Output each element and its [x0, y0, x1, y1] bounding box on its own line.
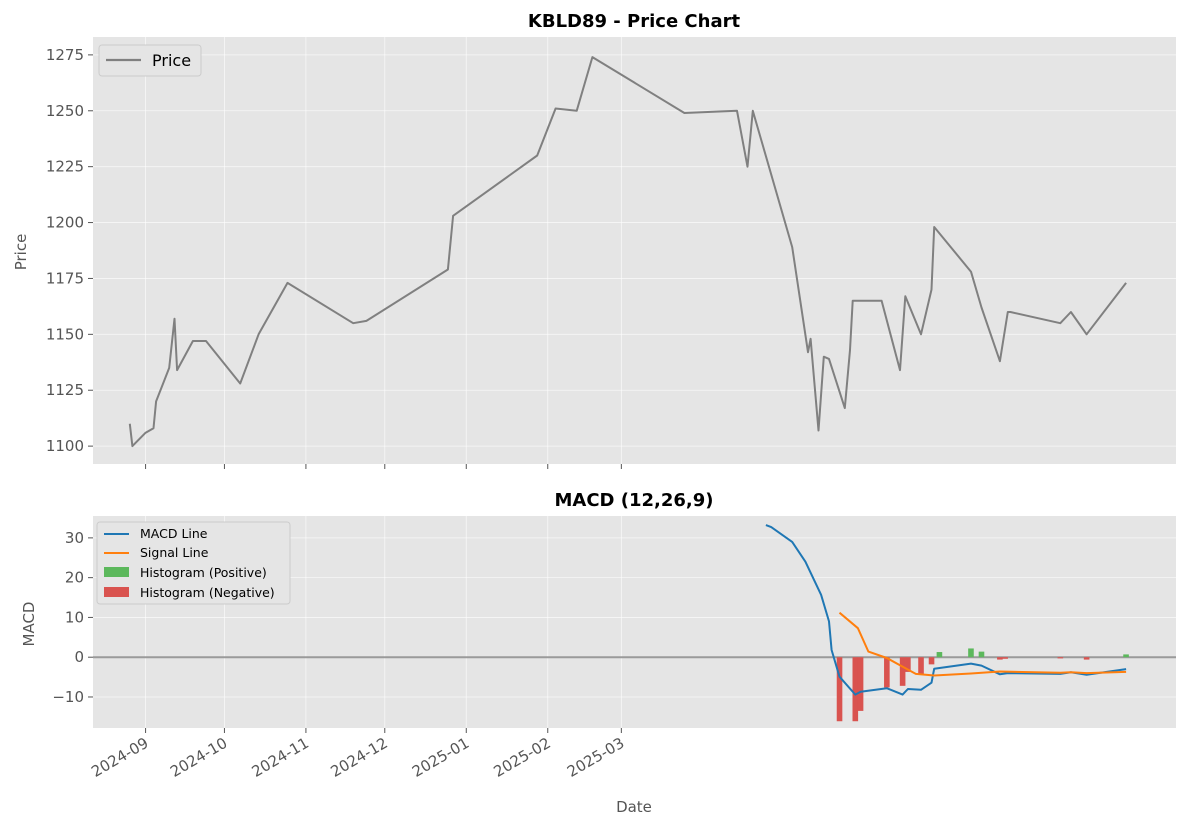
price-legend-label: Price — [152, 51, 191, 70]
y-tick-label: 1100 — [46, 437, 84, 455]
macd-panel: 2024-09 2024-10 2024-11 2024-12 2025-01 2025-… — [20, 490, 1176, 816]
macd-legend: MACD Line Signal Line Histogram (Positiv… — [96, 521, 291, 605]
macd-y-axis-label: MACD — [20, 602, 38, 647]
histogram-bar-negative — [857, 657, 864, 711]
y-tick-label: −10 — [52, 688, 84, 706]
macd-legend-box — [96, 521, 291, 605]
histogram-bar-negative — [905, 657, 911, 672]
histogram-bar-negative — [997, 657, 1003, 660]
price-legend: Price — [98, 44, 202, 77]
price-legend-box — [98, 44, 202, 77]
macd-legend-label-negative: Histogram (Negative) — [140, 585, 275, 600]
x-tick-label: 2025-03 — [564, 734, 627, 781]
macd-legend-swatch-negative — [104, 587, 129, 597]
macd-y-ticks: −10 0 10 20 30 — [52, 529, 93, 706]
y-tick-label: 1200 — [46, 214, 84, 232]
y-tick-label: 20 — [65, 569, 84, 587]
x-tick-label: 2025-02 — [490, 734, 553, 781]
macd-x-ticks: 2024-09 2024-10 2024-11 2024-12 2025-01 2025-… — [88, 728, 627, 781]
macd-series — [765, 524, 1127, 696]
y-tick-label: 10 — [65, 608, 84, 626]
x-tick-label: 2024-09 — [88, 734, 151, 781]
histogram-bar-positive — [968, 648, 974, 658]
macd-legend-label-signal: Signal Line — [140, 545, 209, 560]
y-tick-label: 1250 — [46, 102, 84, 120]
macd-legend-swatch-positive — [104, 567, 129, 577]
histogram-bar-negative — [928, 657, 935, 665]
signal-lineseries-line — [838, 611, 1127, 677]
price-y-axis-label: Price — [12, 234, 30, 271]
y-tick-label: 30 — [65, 529, 84, 547]
histogram-bar-negative — [918, 657, 924, 674]
histogram-bar-negative — [884, 657, 890, 688]
x-tick-label: 2025-01 — [409, 734, 472, 781]
macd-legend-label-positive: Histogram (Positive) — [140, 565, 267, 580]
y-tick-label: 1275 — [46, 46, 84, 64]
histogram-bar-positive — [1123, 654, 1129, 658]
macd-histogram — [836, 648, 1129, 722]
histogram-bar-positive — [936, 652, 943, 658]
price-chart-title: KBLD89 - Price Chart — [528, 11, 741, 32]
priceseries-line — [128, 56, 1127, 448]
price-plot-area — [93, 37, 1176, 464]
histogram-bar-positive — [978, 651, 985, 658]
y-tick-label: 1150 — [46, 325, 84, 343]
macd-lineseries-line — [765, 524, 1127, 696]
y-tick-label: 1175 — [46, 269, 84, 287]
y-tick-label: 0 — [74, 648, 84, 666]
histogram-bar-negative — [899, 657, 906, 686]
histogram-bar-negative — [1002, 657, 1008, 659]
macd-x-axis-label: Date — [616, 798, 652, 816]
x-tick-label: 2024-10 — [167, 734, 230, 781]
histogram-bar-negative — [1083, 657, 1090, 660]
y-tick-label: 1125 — [46, 381, 84, 399]
x-tick-label: 2024-11 — [249, 734, 312, 781]
price-x-ticks — [145, 464, 622, 469]
x-tick-label: 2024-12 — [327, 734, 390, 781]
y-tick-label: 1225 — [46, 158, 84, 176]
histogram-bar-negative — [1057, 657, 1064, 659]
price-y-ticks: 1100 1125 1150 1175 1200 1225 1250 1275 — [46, 46, 93, 455]
price-series — [128, 56, 1127, 448]
macd-legend-label-macd: MACD Line — [140, 526, 208, 541]
macd-chart-title: MACD (12,26,9) — [554, 490, 713, 511]
price-grid — [93, 37, 1176, 464]
histogram-bar-negative — [836, 657, 843, 722]
histogram-bar-negative — [852, 657, 859, 722]
price-panel: 1100 1125 1150 1175 1200 1225 1250 1275 KBLD89 … — [12, 11, 1176, 469]
